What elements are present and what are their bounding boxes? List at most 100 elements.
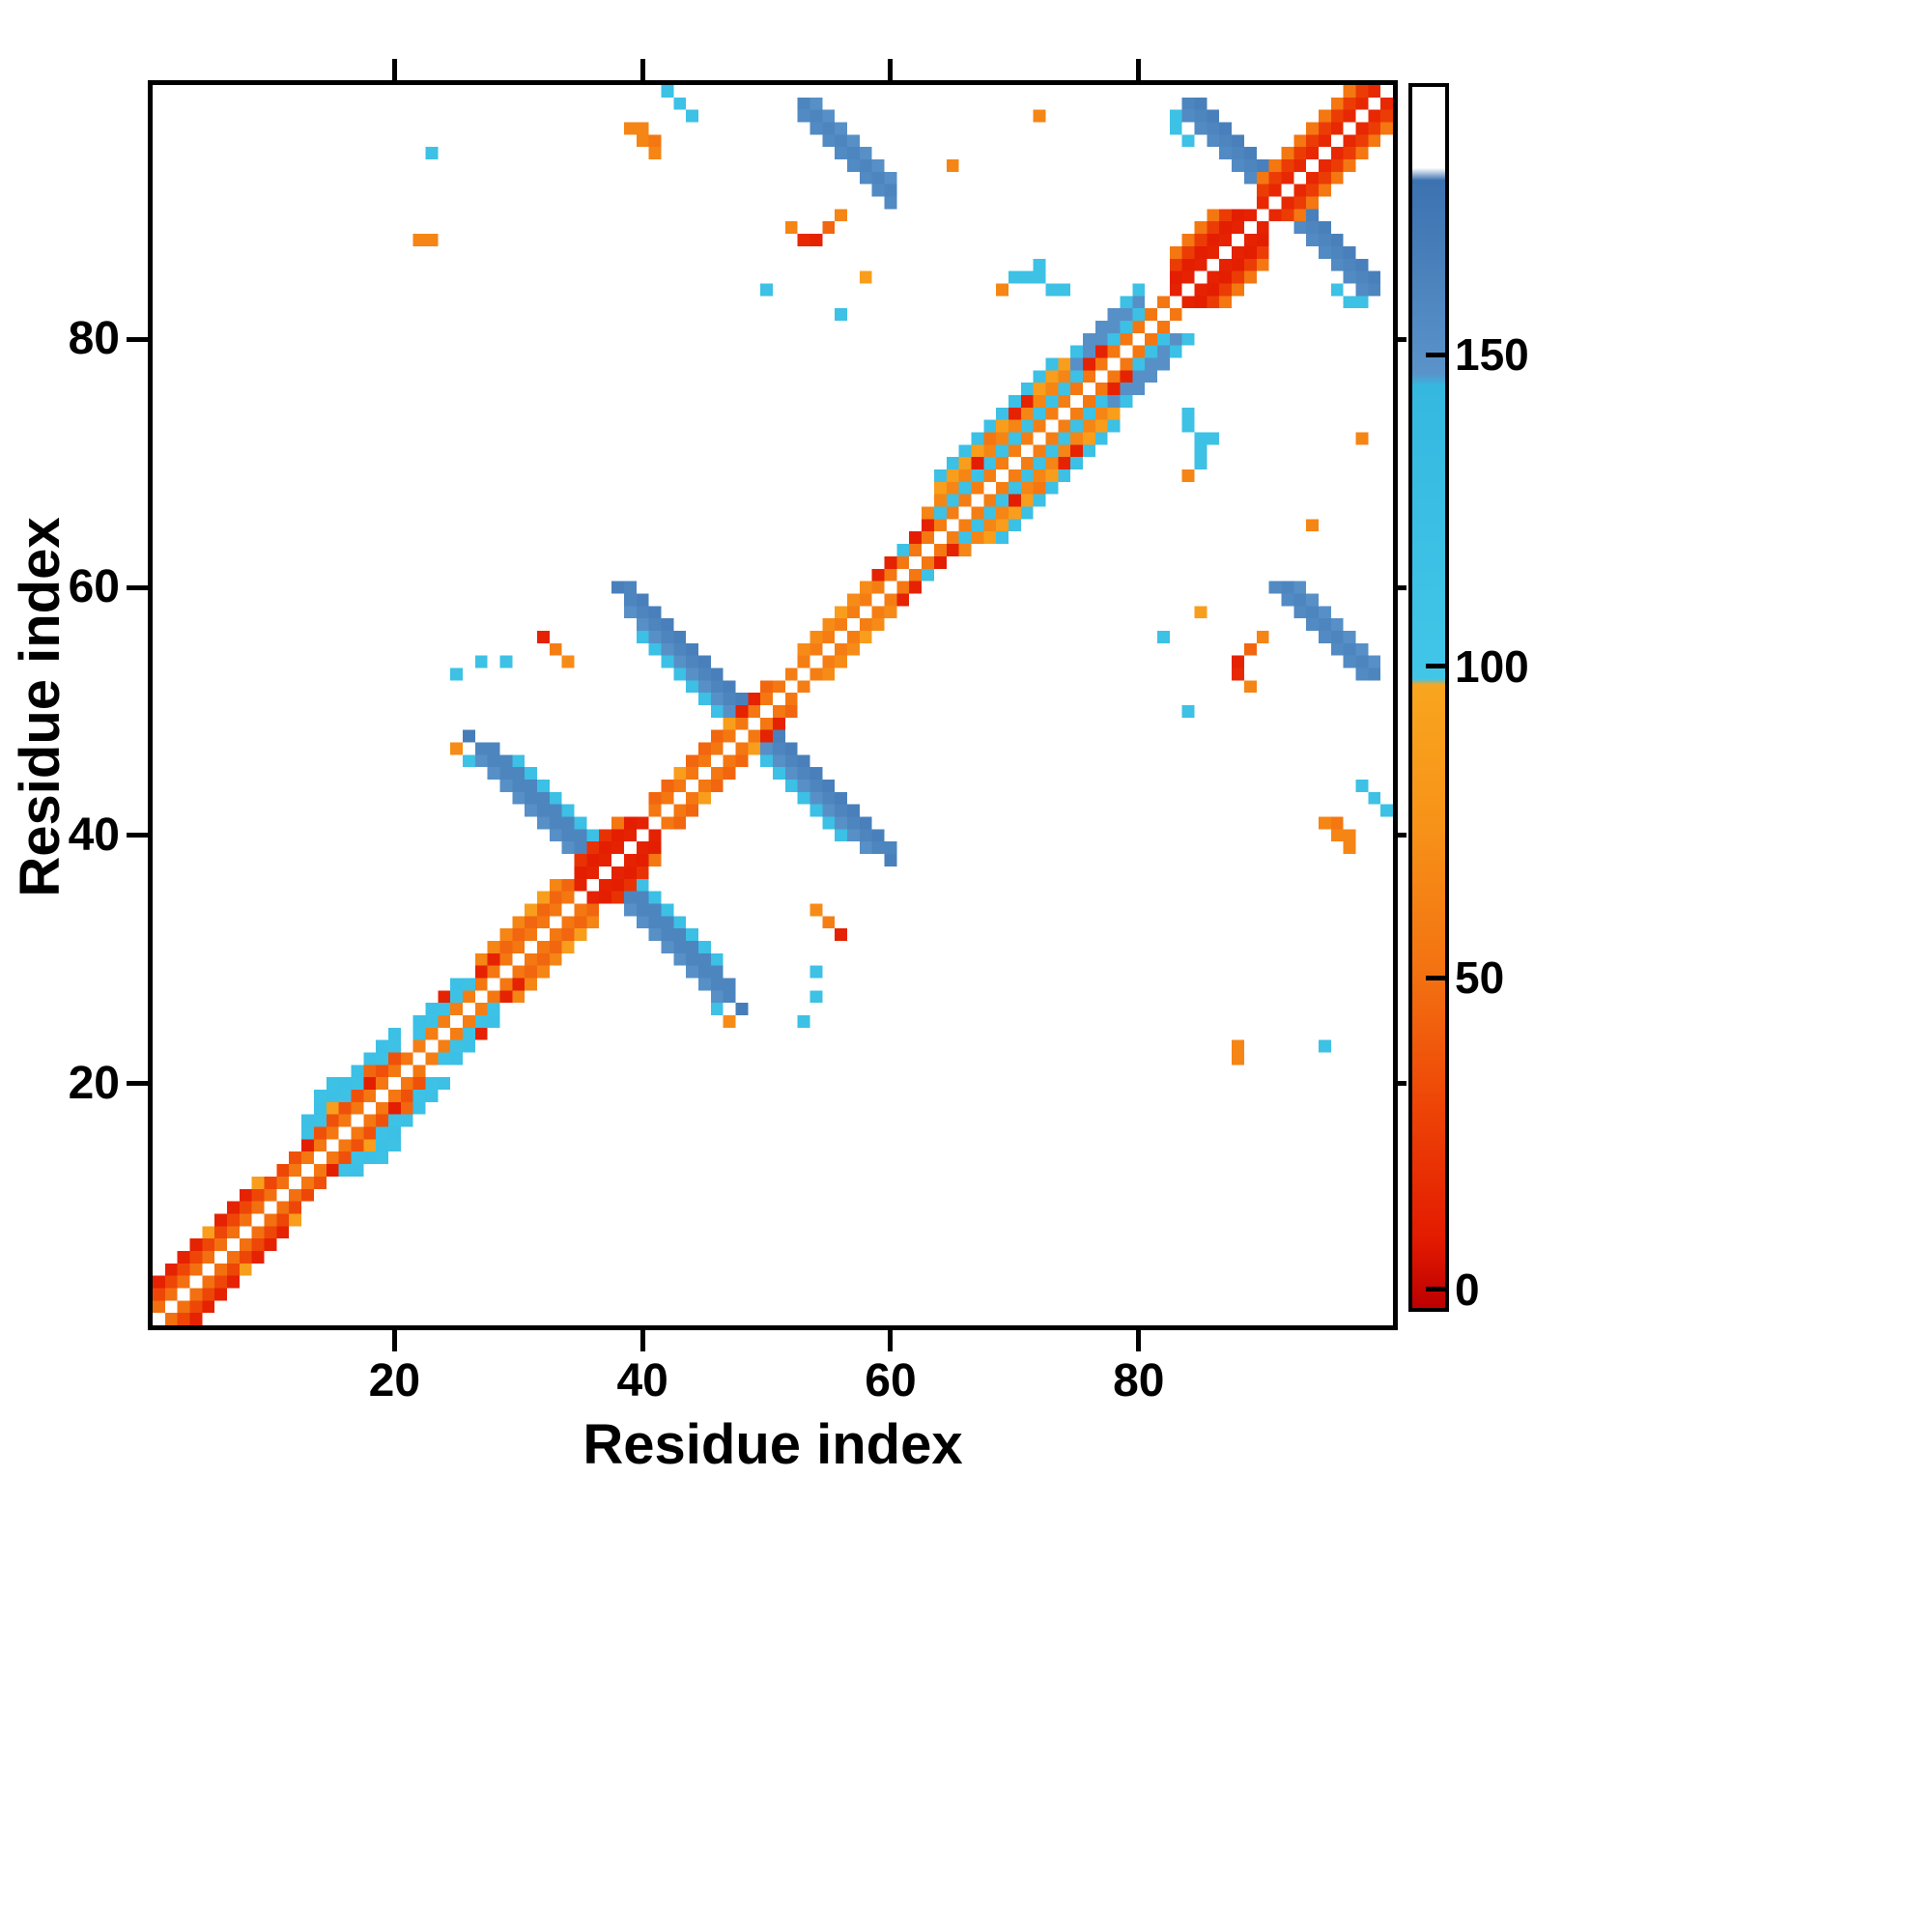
contact-cell <box>884 593 897 607</box>
contact-cell <box>164 1275 178 1289</box>
contact-cell <box>537 965 550 979</box>
contact-cell <box>586 841 600 855</box>
contact-cell <box>835 122 848 135</box>
colorbar-tick-label: 0 <box>1455 1264 1480 1315</box>
contact-cell <box>1033 444 1046 458</box>
contact-cell <box>1207 221 1220 235</box>
contact-cell <box>784 754 798 768</box>
contact-cell <box>525 780 538 792</box>
contact-cell <box>623 891 637 904</box>
contact-cell <box>474 965 488 979</box>
contact-cell <box>1169 245 1182 259</box>
contact-cell <box>1008 519 1021 532</box>
contact-cell <box>673 816 687 830</box>
contact-cell <box>487 754 500 768</box>
contact-cell <box>971 531 984 545</box>
contact-cell <box>1169 258 1182 271</box>
contact-cell <box>648 804 662 817</box>
contact-cell <box>1120 296 1133 309</box>
contact-cell <box>748 742 761 755</box>
contact-cell <box>351 1090 364 1102</box>
contact-cell <box>1020 270 1034 284</box>
contact-cell <box>1306 184 1319 197</box>
contact-cell <box>859 630 872 643</box>
contact-cell <box>611 581 624 594</box>
contact-cell <box>177 1313 190 1325</box>
contact-cell <box>1343 630 1356 643</box>
contact-cell <box>1169 345 1182 358</box>
contact-cell <box>673 804 687 817</box>
contact-cell <box>1008 494 1021 507</box>
contact-cell <box>661 630 674 643</box>
contact-cell <box>499 952 513 966</box>
contact-cell <box>611 829 624 842</box>
contact-cell <box>760 742 773 755</box>
contact-cell <box>859 171 872 185</box>
contact-cell <box>561 878 575 892</box>
contact-cell <box>512 754 526 768</box>
contact-cell <box>686 668 698 681</box>
contact-cell <box>1318 1039 1331 1053</box>
contact-cell <box>549 878 562 892</box>
contact-cell <box>499 978 513 991</box>
contact-cell <box>214 1275 228 1289</box>
contact-cell <box>623 866 637 879</box>
contact-cell <box>326 1077 339 1091</box>
contact-cell <box>648 606 662 619</box>
contact-cell <box>896 593 910 607</box>
contact-cell <box>971 444 984 458</box>
contact-cell <box>549 816 562 830</box>
contact-cell <box>512 978 526 991</box>
contact-cell <box>412 1065 426 1078</box>
contact-cell <box>549 903 562 917</box>
contact-cell <box>773 717 785 730</box>
contact-cell <box>661 85 674 98</box>
contact-cell <box>463 1015 475 1028</box>
y-tick <box>127 1081 148 1087</box>
contact-cell <box>251 1250 265 1264</box>
contact-cell <box>810 630 823 643</box>
contact-cell <box>474 754 488 768</box>
y-tick-right <box>1398 336 1406 342</box>
contact-cell <box>1033 481 1046 495</box>
contact-cell <box>1306 147 1319 160</box>
contact-cell <box>983 469 997 482</box>
contact-cell <box>661 780 674 792</box>
contact-cell <box>313 1126 327 1140</box>
contact-cell <box>723 717 736 730</box>
contact-cell <box>1132 345 1146 358</box>
contact-cell <box>1243 258 1257 271</box>
contact-cell <box>537 780 550 792</box>
contact-cell <box>1368 270 1381 284</box>
contact-cell <box>735 742 749 755</box>
contact-cell <box>933 469 947 482</box>
contact-cell <box>189 1288 203 1301</box>
contact-cell <box>463 1039 475 1053</box>
contact-cell <box>1256 184 1269 197</box>
contact-cell <box>537 952 550 966</box>
contact-cell <box>661 791 674 805</box>
contact-cell <box>574 816 587 830</box>
contact-cell <box>1343 270 1356 284</box>
colorbar-tick <box>1426 975 1449 980</box>
contact-cell <box>450 742 463 755</box>
contact-cell <box>1083 419 1095 433</box>
contact-cell <box>1008 407 1021 420</box>
contact-cell <box>1169 122 1182 135</box>
contact-cell <box>797 754 810 768</box>
contact-cell <box>871 829 885 842</box>
colorbar <box>1408 83 1449 1312</box>
contact-cell <box>164 1313 178 1325</box>
contact-cell <box>810 791 823 805</box>
contact-cell <box>884 606 897 619</box>
contact-cell <box>1343 97 1356 110</box>
contact-cell <box>971 506 984 520</box>
contact-cell <box>686 680 698 694</box>
contact-cell <box>1094 383 1108 395</box>
contact-cell <box>946 481 959 495</box>
contact-cell <box>549 829 562 842</box>
contact-cell <box>1355 122 1369 135</box>
contact-cell <box>697 655 711 668</box>
contact-cell <box>871 841 885 855</box>
contact-cell <box>487 940 500 953</box>
